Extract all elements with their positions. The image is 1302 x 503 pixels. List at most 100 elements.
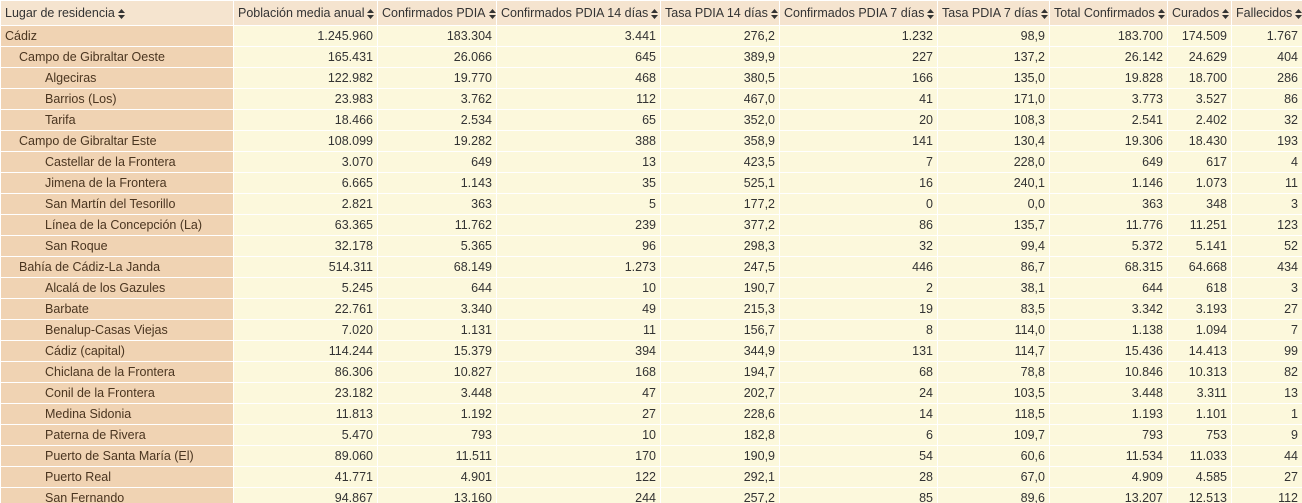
value-cell: 98,9 — [937, 25, 1050, 47]
value-cell: 19.282 — [377, 130, 497, 152]
value-cell: 10.827 — [377, 361, 497, 383]
value-cell: 68.149 — [377, 256, 497, 278]
value-cell: 0,0 — [937, 193, 1050, 215]
value-cell: 5.245 — [233, 277, 378, 299]
place-name: Campo de Gibraltar Este — [0, 130, 234, 152]
column-header[interactable]: Confirmados PDIA 14 días — [496, 0, 661, 26]
column-header[interactable]: Tasa PDIA 7 días — [937, 0, 1050, 26]
value-cell: 156,7 — [660, 319, 780, 341]
value-cell: 240,1 — [937, 172, 1050, 194]
value-cell: 1.101 — [1167, 403, 1232, 425]
value-cell: 86 — [779, 214, 938, 236]
value-cell: 99 — [1231, 340, 1302, 362]
column-header[interactable]: Curados — [1167, 0, 1232, 26]
place-name: Alcalá de los Gazules — [0, 277, 234, 299]
sort-icon — [651, 8, 659, 19]
table-row: Barrios (Los) 23.983 3.762 112 467,0 41 171,0 3… — [0, 88, 1302, 110]
value-cell: 380,5 — [660, 67, 780, 89]
value-cell: 3 — [1231, 193, 1302, 215]
value-cell: 27 — [1231, 298, 1302, 320]
place-name: Tarifa — [0, 109, 234, 131]
value-cell: 99,4 — [937, 235, 1050, 257]
column-header[interactable]: Lugar de residencia — [0, 0, 234, 26]
value-cell: 18.466 — [233, 109, 378, 131]
value-cell: 41 — [779, 88, 938, 110]
value-cell: 82 — [1231, 361, 1302, 383]
value-cell: 11.776 — [1049, 214, 1168, 236]
value-cell: 114,7 — [937, 340, 1050, 362]
value-cell: 27 — [1231, 466, 1302, 488]
value-cell: 60,6 — [937, 445, 1050, 467]
value-cell: 358,9 — [660, 130, 780, 152]
value-cell: 423,5 — [660, 151, 780, 173]
value-cell: 24.629 — [1167, 46, 1232, 68]
place-name: Jimena de la Frontera — [0, 172, 234, 194]
value-cell: 3.441 — [496, 25, 661, 47]
value-cell: 3.448 — [377, 382, 497, 404]
place-name: Barbate — [0, 298, 234, 320]
sort-icon — [927, 8, 935, 19]
value-cell: 348 — [1167, 193, 1232, 215]
value-cell: 28 — [779, 466, 938, 488]
value-cell: 41.771 — [233, 466, 378, 488]
value-cell: 467,0 — [660, 88, 780, 110]
value-cell: 525,1 — [660, 172, 780, 194]
column-label: Fallecidos — [1236, 6, 1293, 20]
value-cell: 3 — [1231, 277, 1302, 299]
place-name: San Martín del Tesorillo — [0, 193, 234, 215]
value-cell: 344,9 — [660, 340, 780, 362]
value-cell: 257,2 — [660, 487, 780, 503]
column-label: Tasa PDIA 7 días — [942, 6, 1038, 20]
value-cell: 468 — [496, 67, 661, 89]
value-cell: 194,7 — [660, 361, 780, 383]
value-cell: 363 — [1049, 193, 1168, 215]
value-cell: 2 — [779, 277, 938, 299]
value-cell: 5.141 — [1167, 235, 1232, 257]
value-cell: 63.365 — [233, 214, 378, 236]
table-row: Puerto de Santa María (El) 89.060 11.511 17… — [0, 445, 1302, 467]
value-cell: 26.142 — [1049, 46, 1168, 68]
value-cell: 10.313 — [1167, 361, 1232, 383]
value-cell: 177,2 — [660, 193, 780, 215]
value-cell: 363 — [377, 193, 497, 215]
sort-icon — [1157, 8, 1165, 19]
value-cell: 3.340 — [377, 298, 497, 320]
sort-icon — [1295, 8, 1302, 19]
value-cell: 10 — [496, 277, 661, 299]
column-header[interactable]: Fallecidos — [1231, 0, 1302, 26]
value-cell: 54 — [779, 445, 938, 467]
column-header[interactable]: Población media anual — [233, 0, 378, 26]
value-cell: 3.193 — [1167, 298, 1232, 320]
value-cell: 11 — [1231, 172, 1302, 194]
column-header[interactable]: Total Confirmados — [1049, 0, 1168, 26]
value-cell: 19.306 — [1049, 130, 1168, 152]
value-cell: 78,8 — [937, 361, 1050, 383]
value-cell: 11.033 — [1167, 445, 1232, 467]
value-cell: 109,7 — [937, 424, 1050, 446]
value-cell: 96 — [496, 235, 661, 257]
value-cell: 32.178 — [233, 235, 378, 257]
value-cell: 118,5 — [937, 403, 1050, 425]
column-header[interactable]: Confirmados PDIA — [377, 0, 497, 26]
column-header[interactable]: Tasa PDIA 14 días — [660, 0, 780, 26]
column-header[interactable]: Confirmados PDIA 7 días — [779, 0, 938, 26]
value-cell: 86,7 — [937, 256, 1050, 278]
value-cell: 514.311 — [233, 256, 378, 278]
value-cell: 5.372 — [1049, 235, 1168, 257]
value-cell: 239 — [496, 214, 661, 236]
column-label: Total Confirmados — [1054, 6, 1155, 20]
value-cell: 131 — [779, 340, 938, 362]
table-row: Medina Sidonia 11.813 1.192 27 228,6 14 118,5 1… — [0, 403, 1302, 425]
sort-icon — [488, 8, 496, 19]
value-cell: 1.245.960 — [233, 25, 378, 47]
value-cell: 649 — [377, 151, 497, 173]
value-cell: 5 — [496, 193, 661, 215]
value-cell: 190,9 — [660, 445, 780, 467]
value-cell: 4 — [1231, 151, 1302, 173]
table-row: Jimena de la Frontera 6.665 1.143 35 525,1 16… — [0, 172, 1302, 194]
value-cell: 227 — [779, 46, 938, 68]
value-cell: 7.020 — [233, 319, 378, 341]
value-cell: 64.668 — [1167, 256, 1232, 278]
